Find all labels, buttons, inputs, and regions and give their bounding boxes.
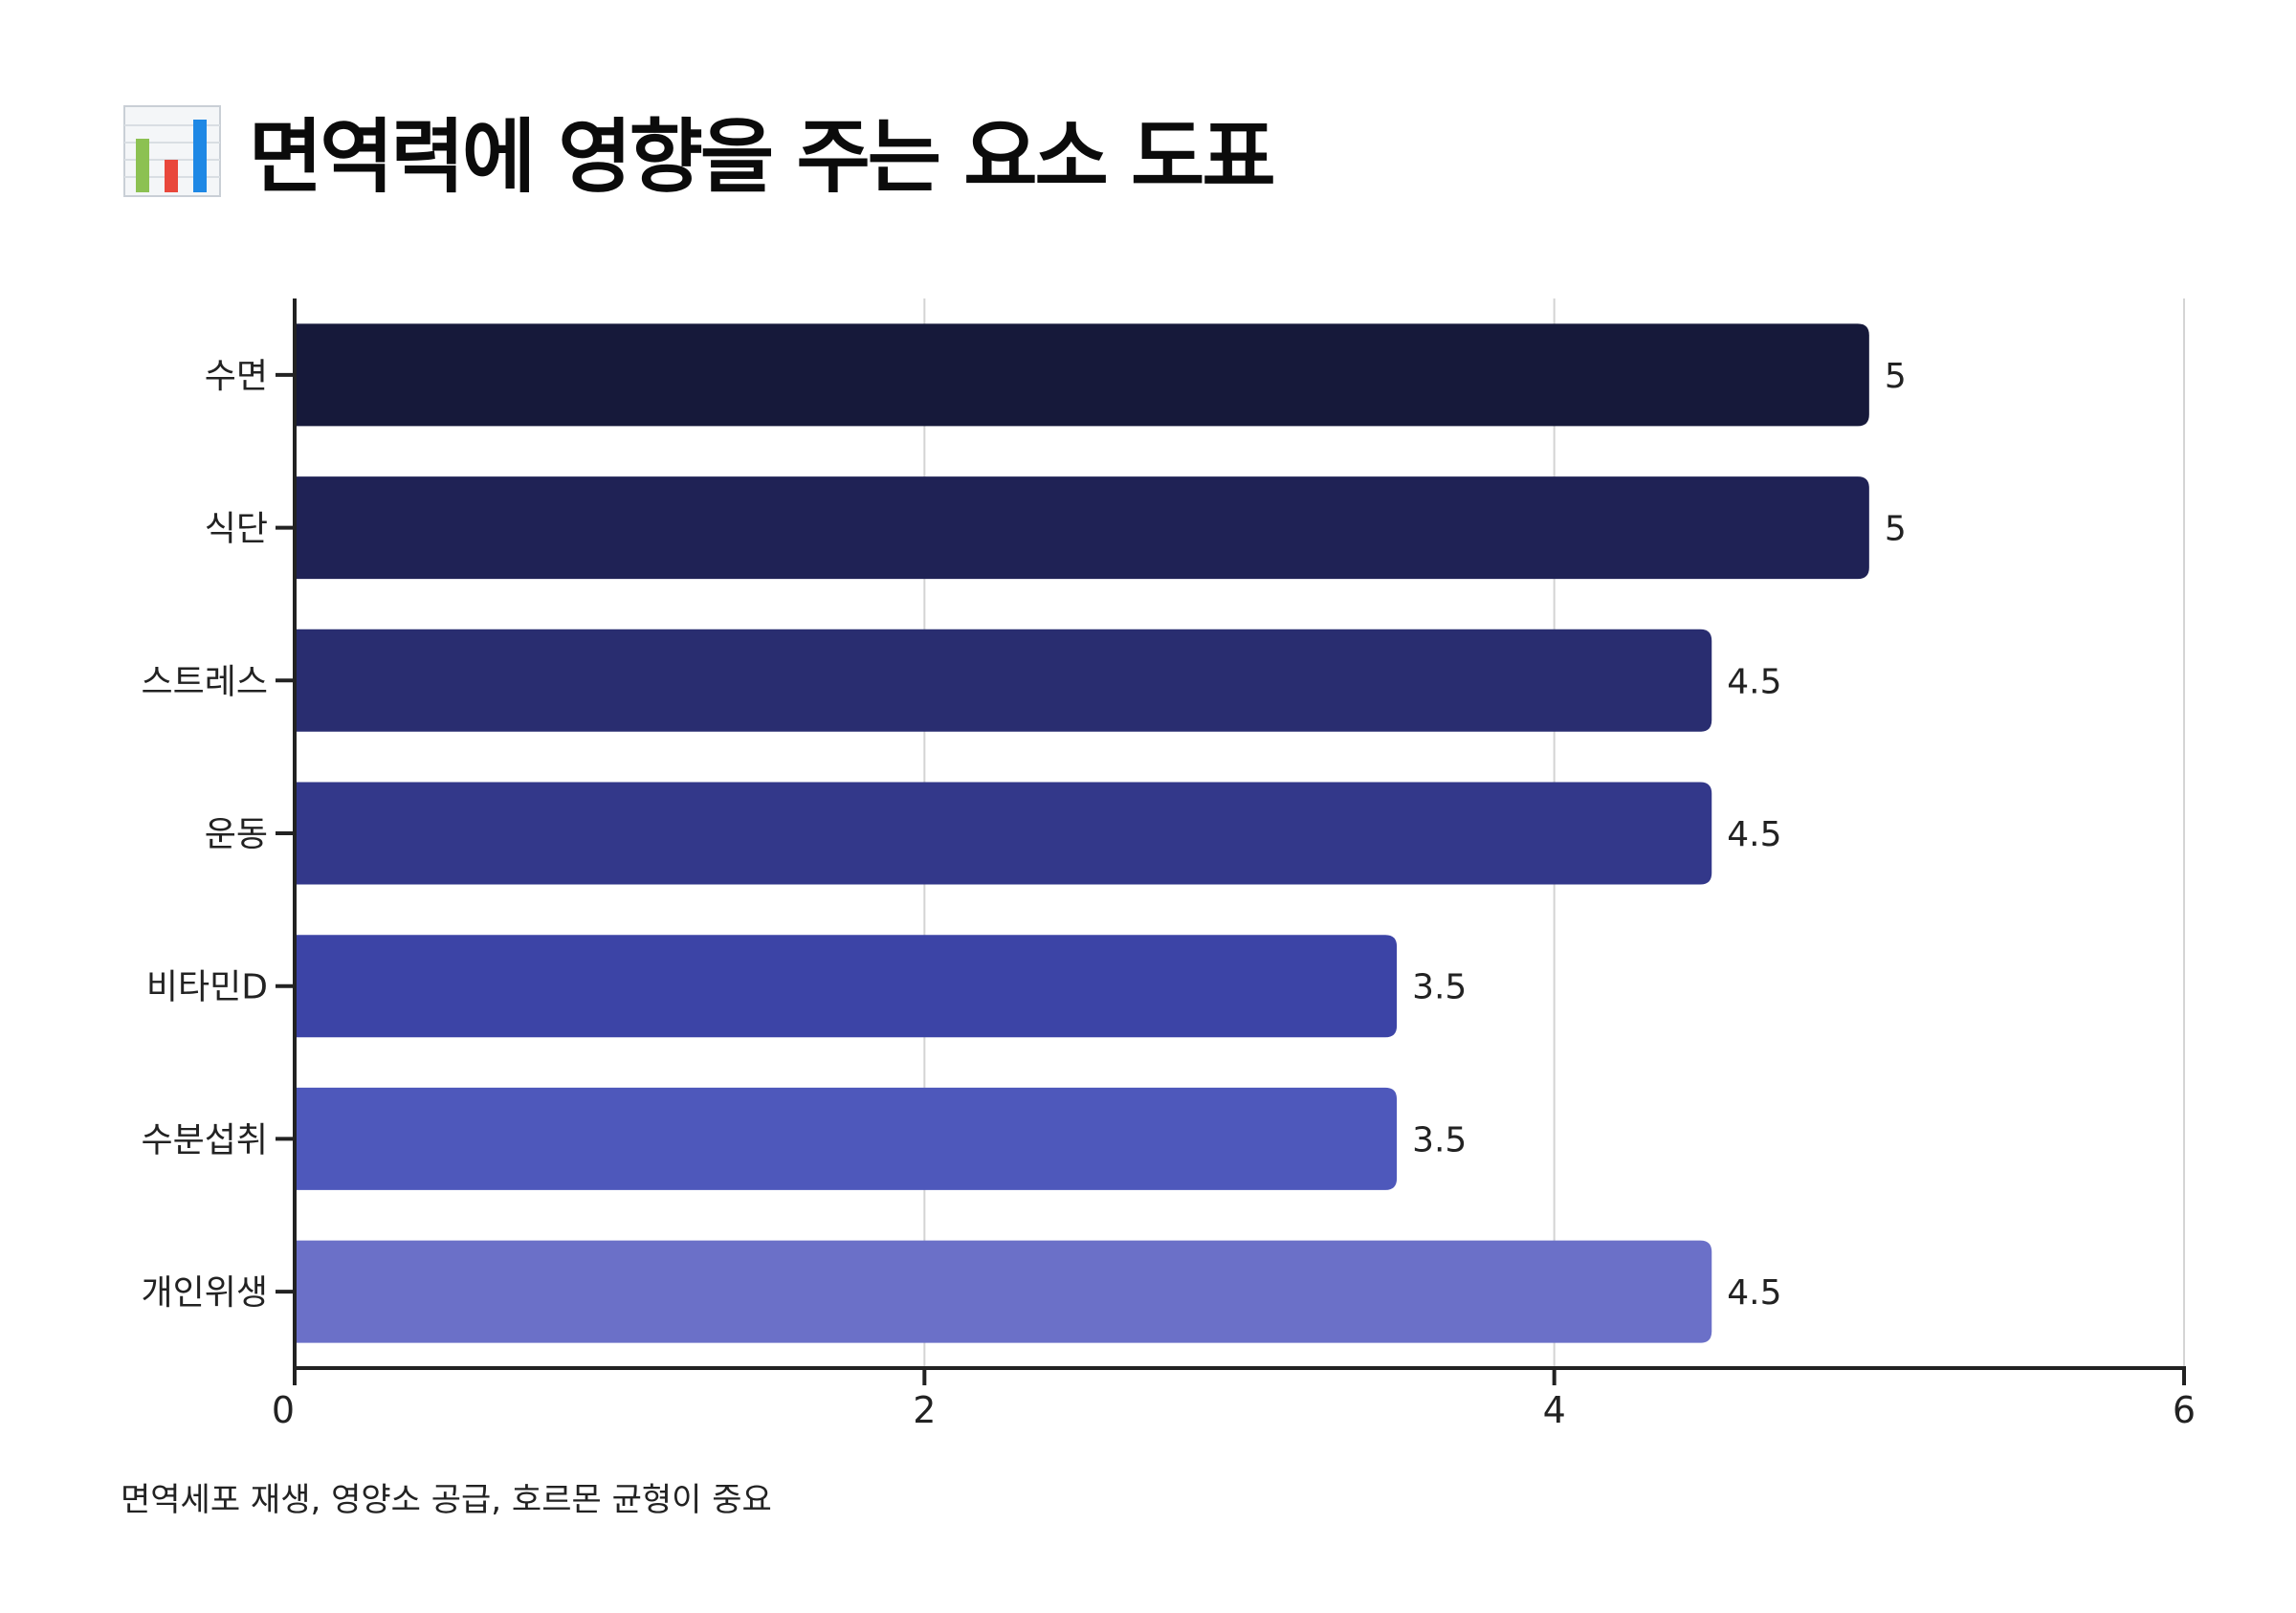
bar: [295, 323, 1869, 427]
category-label: 개인위생: [142, 1273, 268, 1313]
bar: [295, 1240, 1712, 1343]
bar: [295, 476, 1869, 580]
category-label: 비타민D: [146, 968, 268, 1007]
bar: [295, 1087, 1398, 1190]
x-tick-label: 4: [1543, 1389, 1566, 1431]
chart-footnote: 면역세포 재생, 영양소 공급, 호르몬 균형이 중요: [121, 1481, 772, 1519]
bar-value-label: 3.5: [1412, 968, 1467, 1007]
category-label: 수면: [205, 357, 268, 396]
x-tick-label: 2: [913, 1389, 936, 1431]
bar: [295, 629, 1712, 732]
x-tick-label: 0: [272, 1389, 295, 1431]
bar-value-label: 4.5: [1727, 662, 1781, 701]
bar-value-label: 3.5: [1412, 1120, 1467, 1160]
bar-value-label: 4.5: [1727, 1273, 1781, 1313]
chart-title: 면역력에 영향을 주는 요소 도표: [249, 109, 1276, 204]
bar-chart-icon: [123, 105, 221, 197]
category-label: 수분섭취: [142, 1120, 268, 1160]
category-label: 스트레스: [142, 662, 268, 701]
category-label: 식단: [205, 510, 268, 549]
bar: [295, 782, 1712, 885]
bar-value-label: 5: [1885, 357, 1907, 396]
bar: [295, 935, 1398, 1038]
bar-value-label: 4.5: [1727, 815, 1781, 854]
chart-header: 면역력에 영향을 주는 요소 도표: [122, 88, 1276, 212]
bar-value-label: 5: [1885, 510, 1907, 549]
category-label: 운동: [205, 815, 268, 854]
x-tick-label: 6: [2173, 1389, 2196, 1431]
